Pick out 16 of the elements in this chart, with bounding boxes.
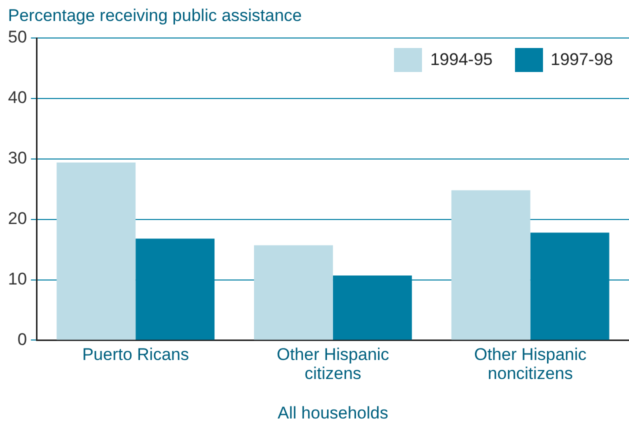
- y-tick-label: 30: [8, 148, 27, 168]
- y-tick-label: 0: [17, 330, 27, 349]
- y-tick-label: 20: [8, 209, 27, 228]
- y-tick-label: 50: [8, 28, 27, 47]
- x-axis-title: All households: [278, 403, 388, 422]
- x-tick-label: Puerto Ricans: [82, 345, 189, 364]
- legend-label: 1994-95: [430, 50, 493, 70]
- bar: [56, 162, 136, 340]
- x-tick-label: Other Hispanic citizens: [276, 345, 390, 383]
- x-tick-label: Other Hispanic noncitizens: [474, 345, 588, 383]
- y-axis-title: Percentage receiving public assistance: [8, 6, 302, 26]
- y-tick-label: 10: [8, 269, 27, 288]
- bar: [254, 245, 333, 340]
- legend-label: 1997-98: [550, 50, 613, 70]
- y-tick-label: 40: [8, 88, 27, 108]
- bar: [451, 190, 530, 340]
